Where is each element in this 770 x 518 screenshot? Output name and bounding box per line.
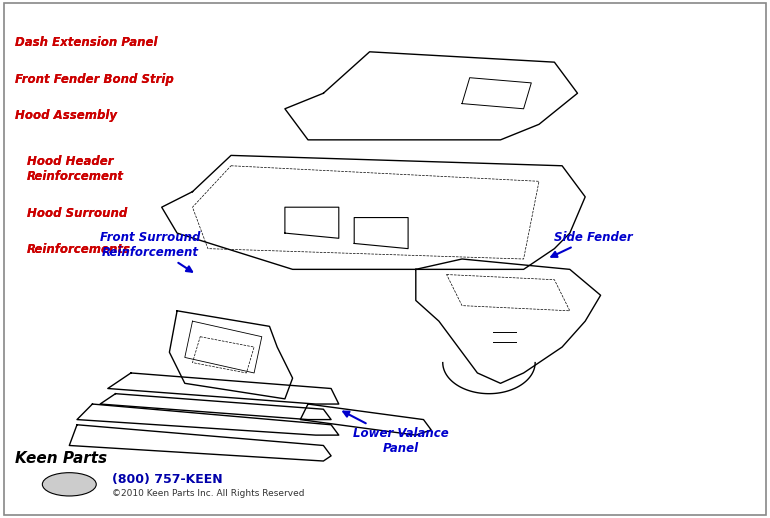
Text: Hood Surround: Hood Surround (27, 207, 127, 220)
Text: Hood Assembly: Hood Assembly (15, 109, 117, 122)
Text: Reinforcements: Reinforcements (27, 243, 131, 256)
Text: Side Fender: Side Fender (551, 231, 632, 257)
Text: Dash Extension Panel: Dash Extension Panel (15, 36, 158, 49)
Text: Reinforcements: Reinforcements (27, 243, 131, 256)
Text: Dash Extension Panel: Dash Extension Panel (15, 36, 158, 49)
Text: ©2010 Keen Parts Inc. All Rights Reserved: ©2010 Keen Parts Inc. All Rights Reserve… (112, 488, 304, 498)
Text: (800) 757-KEEN: (800) 757-KEEN (112, 472, 223, 486)
Text: Hood Surround: Hood Surround (27, 207, 127, 220)
Text: Hood Assembly: Hood Assembly (15, 109, 117, 122)
Text: Hood Header
Reinforcement: Hood Header Reinforcement (27, 155, 124, 183)
Text: Front Surround
Reinforcement: Front Surround Reinforcement (100, 231, 200, 272)
Text: Keen Parts: Keen Parts (15, 451, 108, 466)
Ellipse shape (42, 472, 96, 496)
Text: Hood Header
Reinforcement: Hood Header Reinforcement (27, 155, 124, 183)
Text: Lower Valance
Panel: Lower Valance Panel (343, 412, 448, 455)
Text: Front Fender Bond Strip: Front Fender Bond Strip (15, 73, 174, 85)
Text: Front Fender Bond Strip: Front Fender Bond Strip (15, 73, 174, 85)
